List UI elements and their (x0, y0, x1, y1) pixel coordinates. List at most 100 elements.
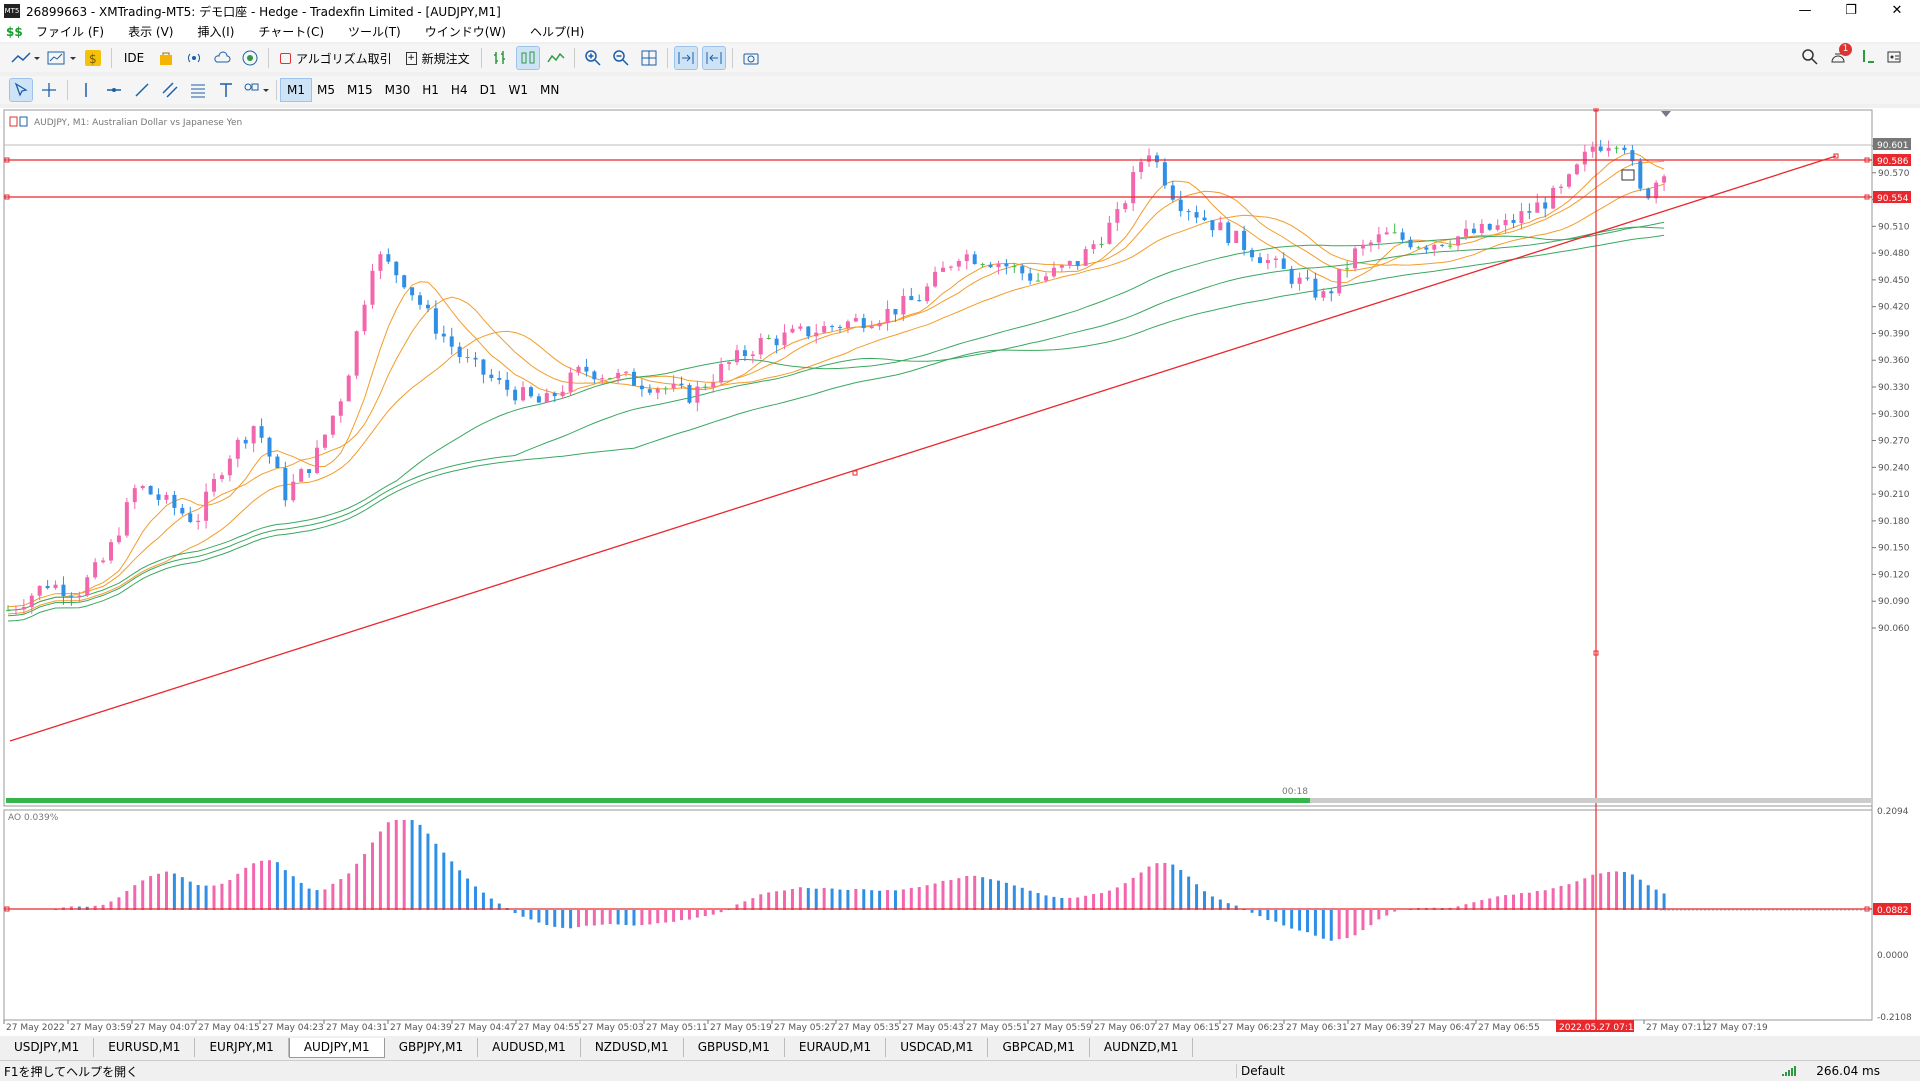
trendline-icon[interactable] (131, 79, 153, 101)
candle-body (425, 304, 430, 309)
horizontal-line-icon[interactable] (103, 79, 125, 101)
auto-scroll-icon[interactable] (673, 46, 698, 70)
moving-average-line (7, 221, 1665, 611)
search-icon[interactable] (1799, 46, 1821, 68)
candle-body (631, 371, 636, 386)
price-axis[interactable]: 90.60090.57090.54090.51090.48090.45090.4… (1872, 142, 1910, 634)
line-handle[interactable] (1864, 157, 1870, 163)
signals-bag-icon[interactable] (155, 47, 177, 69)
signal-strength-icon[interactable] (1855, 46, 1877, 68)
maximize-button[interactable]: ❐ (1845, 3, 1857, 18)
chart-type-icon[interactable] (10, 47, 40, 69)
menu-tools[interactable]: ツール(T) (348, 25, 401, 39)
bid-price-label: 90.601 (1877, 141, 1909, 151)
broadcast-icon[interactable] (183, 47, 205, 69)
status-ping: 266.04 ms (1816, 1064, 1880, 1078)
trend-line[interactable] (9, 155, 1837, 742)
level-handle[interactable] (4, 906, 10, 912)
timeframe-m1[interactable]: M1 (280, 78, 312, 102)
status-profile[interactable]: Default (1236, 1064, 1285, 1078)
zoom-in-icon[interactable] (582, 47, 604, 69)
timeframe-h1[interactable]: H1 (422, 83, 439, 97)
menu-insert[interactable]: 挿入(I) (197, 25, 235, 39)
new-order-button[interactable]: + 新規注文 (402, 47, 474, 69)
candle-body (140, 486, 145, 489)
tab-eurusd[interactable]: EURUSD,M1 (94, 1038, 196, 1057)
tab-audusd[interactable]: AUDUSD,M1 (478, 1038, 581, 1057)
trendline-handle[interactable] (1833, 153, 1839, 159)
tab-euraud[interactable]: EURAUD,M1 (785, 1038, 887, 1057)
time-tick-label: 27 May 07:19 (1706, 1023, 1768, 1033)
menu-chart[interactable]: チャート(C) (258, 25, 325, 39)
minimize-button[interactable]: — (1798, 3, 1812, 18)
connection-icon[interactable] (1782, 1065, 1796, 1077)
tab-eurjpy[interactable]: EURJPY,M1 (195, 1038, 289, 1057)
crosshair-icon[interactable] (38, 79, 60, 101)
candle-body (227, 458, 232, 476)
tab-nzdusd[interactable]: NZDUSD,M1 (581, 1038, 684, 1057)
text-tool-icon[interactable] (215, 79, 237, 101)
tab-gbpjpy[interactable]: GBPJPY,M1 (385, 1038, 479, 1057)
shapes-icon[interactable] (243, 79, 269, 101)
candle-body (798, 326, 803, 329)
crosshair-time-label: 2022.05.27 07:10 (1559, 1023, 1640, 1033)
templates-icon[interactable] (46, 47, 76, 69)
line-handle[interactable] (4, 157, 10, 163)
candle-body (116, 535, 121, 543)
timeframe-w1[interactable]: W1 (508, 83, 528, 97)
cursor-icon[interactable] (9, 78, 33, 102)
candle-body (489, 374, 494, 378)
tab-audnzd[interactable]: AUDNZD,M1 (1090, 1038, 1194, 1057)
chart-shift-icon[interactable] (701, 46, 726, 70)
trade-marker-icon[interactable] (1621, 169, 1635, 181)
price-chart[interactable]: AUDJPY, M1: Australian Dollar vs Japanes… (0, 106, 1920, 1036)
screenshot-icon[interactable] (740, 47, 762, 69)
tab-usdcad[interactable]: USDCAD,M1 (886, 1038, 989, 1057)
line-handle[interactable] (1864, 194, 1870, 200)
menu-view[interactable]: 表示 (V) (128, 25, 174, 39)
trendline-handle[interactable] (852, 470, 858, 476)
menu-window[interactable]: ウインドウ(W) (424, 25, 506, 39)
tab-gbpusd[interactable]: GBPUSD,M1 (684, 1038, 785, 1057)
notifications-icon[interactable]: 1 (1827, 43, 1852, 68)
chart-window[interactable]: AUDJPY, M1: Australian Dollar vs Japanes… (0, 106, 1920, 1036)
timeframe-mn[interactable]: MN (539, 83, 560, 97)
level-handle[interactable] (1864, 906, 1870, 912)
bar-chart-icon[interactable] (489, 47, 511, 69)
zoom-out-icon[interactable] (610, 47, 632, 69)
candle-body (1646, 188, 1651, 199)
tab-audjpy[interactable]: AUDJPY,M1 (288, 1038, 385, 1058)
channel-icon[interactable] (159, 79, 181, 101)
account-icon[interactable] (1883, 46, 1905, 68)
timeframe-d1[interactable]: D1 (479, 83, 497, 97)
candle-body (354, 331, 359, 376)
timeframe-h4[interactable]: H4 (450, 83, 468, 97)
tab-usdjpy[interactable]: USDJPY,M1 (0, 1038, 95, 1057)
vertical-line-icon[interactable] (75, 79, 97, 101)
chart-header-icon[interactable] (9, 116, 28, 127)
candle-body (21, 606, 26, 610)
market-icon[interactable]: $ (82, 47, 104, 69)
ide-button[interactable]: IDE (123, 51, 145, 65)
mt5-menu-icon[interactable]: $$ (6, 25, 23, 39)
candlestick-icon[interactable] (515, 46, 540, 70)
close-button[interactable]: ✕ (1891, 3, 1903, 18)
timeframe-m15[interactable]: M15 (347, 83, 373, 97)
algo-trading-button[interactable]: アルゴリズム取引 (276, 47, 396, 69)
candle-body (338, 401, 343, 416)
fibonacci-icon[interactable] (187, 79, 209, 101)
line-handle[interactable] (4, 194, 10, 200)
candle-body (861, 318, 866, 329)
tile-windows-icon[interactable] (638, 47, 660, 69)
menu-help[interactable]: ヘルプ(H) (529, 25, 585, 39)
menu-file[interactable]: ファイル (F) (36, 25, 105, 39)
time-axis[interactable]: 27 May 2022 27 May 03:59 27 May 04:07 27 Ma… (3, 1020, 1768, 1033)
cloud-icon[interactable] (211, 47, 233, 69)
chart-shift-marker[interactable] (1661, 111, 1671, 117)
timeframe-m30[interactable]: M30 (384, 83, 411, 97)
vps-icon[interactable] (239, 47, 261, 69)
timeframe-m5[interactable]: M5 (317, 83, 335, 97)
tab-gbpcad[interactable]: GBPCAD,M1 (988, 1038, 1090, 1057)
line-chart-icon[interactable] (545, 47, 567, 69)
vertical-line-handle[interactable] (1593, 650, 1599, 656)
